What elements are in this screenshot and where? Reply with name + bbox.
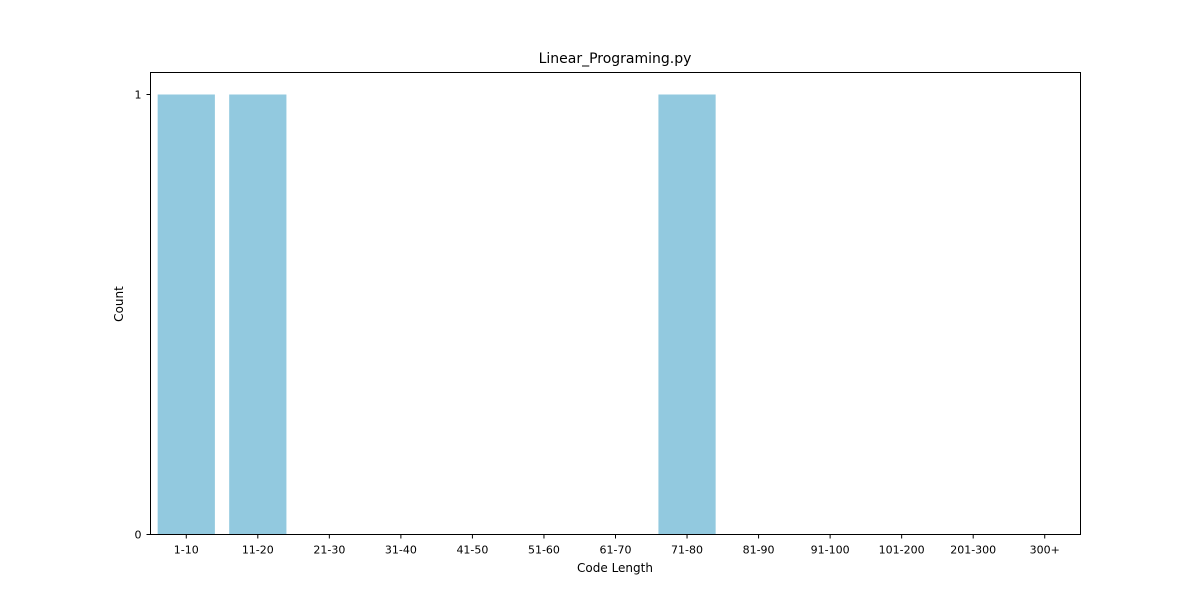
- x-axis-label: Code Length: [577, 561, 653, 575]
- x-tick-label: 41-50: [456, 544, 488, 557]
- x-tick-label: 101-200: [879, 544, 925, 557]
- x-tick-label: 31-40: [385, 544, 417, 557]
- x-tick-label: 11-20: [242, 544, 274, 557]
- x-tick-label: 300+: [1030, 544, 1060, 557]
- x-tick-label: 21-30: [313, 544, 345, 557]
- x-tick-label: 81-90: [743, 544, 775, 557]
- plot-frame: [150, 72, 1081, 535]
- y-tick-label: 0: [135, 529, 142, 542]
- y-axis-label: Count: [112, 286, 126, 322]
- bar-71-80: [658, 94, 716, 535]
- x-tick-label: 71-80: [671, 544, 703, 557]
- x-axis-ticks: 1-10 11-20 21-30 31-40 41-50 51-60 61-70 71-80 8…: [174, 534, 1060, 557]
- bar-1-10: [157, 94, 215, 535]
- bars-group: [157, 94, 716, 535]
- chart-title: Linear_Programing.py: [539, 51, 692, 67]
- x-tick-label: 61-70: [600, 544, 632, 557]
- x-tick-label: 1-10: [174, 544, 199, 557]
- x-tick-label: 51-60: [528, 544, 560, 557]
- x-tick-label: 91-100: [811, 544, 850, 557]
- y-tick-label: 1: [135, 89, 142, 102]
- y-axis-ticks: 01: [135, 89, 151, 542]
- x-tick-label: 201-300: [950, 544, 996, 557]
- bar-11-20: [229, 94, 287, 535]
